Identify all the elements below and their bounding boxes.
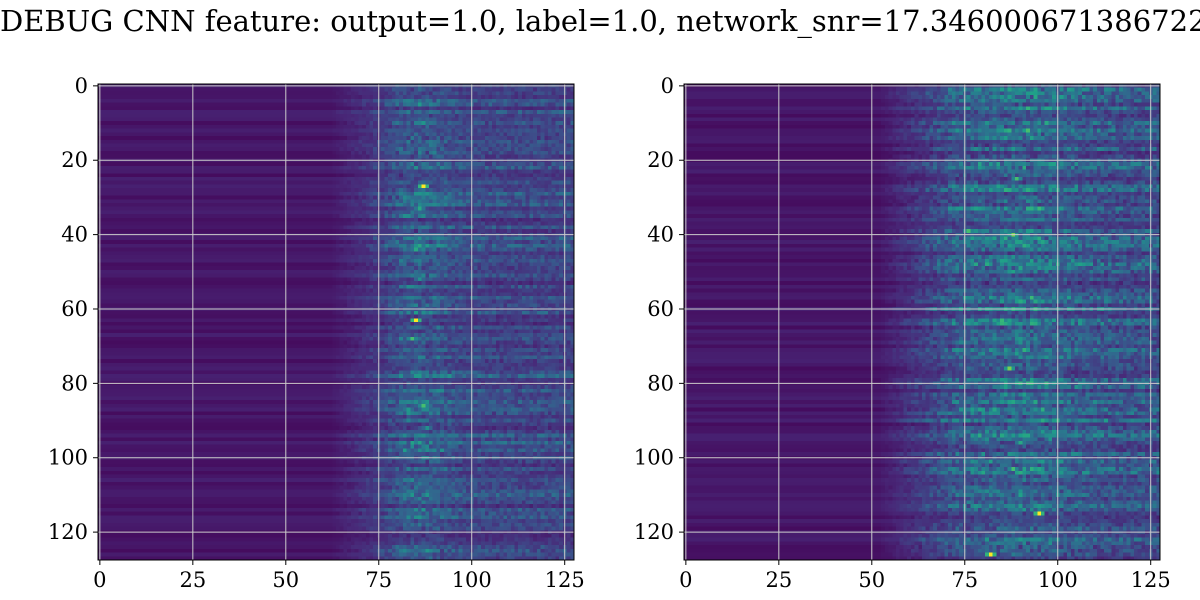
axes-frame <box>683 83 1161 561</box>
x-tick-label: 25 <box>179 568 206 592</box>
y-tick-label: 0 <box>75 74 88 98</box>
figure-title: DEBUG CNN feature: output=1.0, label=1.0… <box>0 4 1200 38</box>
y-tick-label: 60 <box>647 297 674 321</box>
x-tick-label: 125 <box>1131 568 1171 592</box>
x-tick-label: 0 <box>93 568 106 592</box>
x-tick-label: 100 <box>1038 568 1078 592</box>
heatmap-image <box>98 84 574 560</box>
y-tick-label: 20 <box>61 148 88 172</box>
x-tick-label: 0 <box>679 568 692 592</box>
axes-frame <box>97 83 575 561</box>
y-tick-label: 20 <box>647 148 674 172</box>
y-tick-label: 100 <box>48 446 88 470</box>
y-tick-label: 100 <box>634 446 674 470</box>
heatmap-image <box>684 84 1160 560</box>
y-tick-label: 40 <box>61 223 88 247</box>
x-tick-label: 100 <box>452 568 492 592</box>
x-tick-label: 25 <box>765 568 792 592</box>
y-tick-label: 120 <box>634 520 674 544</box>
y-tick-label: 80 <box>647 371 674 395</box>
x-tick-label: 75 <box>365 568 392 592</box>
y-tick-label: 80 <box>61 371 88 395</box>
y-tick-label: 120 <box>48 520 88 544</box>
x-tick-label: 50 <box>272 568 299 592</box>
y-tick-label: 0 <box>661 74 674 98</box>
x-tick-label: 125 <box>545 568 585 592</box>
x-tick-label: 75 <box>951 568 978 592</box>
y-tick-label: 60 <box>61 297 88 321</box>
x-tick-label: 50 <box>858 568 885 592</box>
y-tick-label: 40 <box>647 223 674 247</box>
heatmap-panel-right: 0 25 50 75 100 125 0 20 40 60 80 100 120 <box>634 74 1171 592</box>
heatmap-panel-left: 0 25 50 75 100 125 0 20 40 60 80 100 120 <box>48 74 585 592</box>
